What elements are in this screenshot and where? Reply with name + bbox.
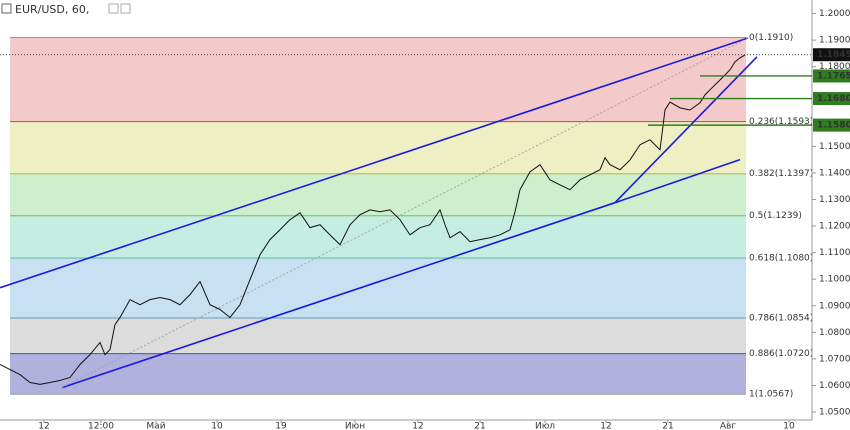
trend-line	[614, 56, 758, 204]
y-tick-label: 1.1400	[819, 168, 850, 178]
x-tick-label: 12	[600, 422, 611, 430]
y-tick-label: 1.1900	[819, 36, 850, 46]
x-tick-label: 21	[474, 422, 485, 430]
fib-band	[10, 37, 746, 122]
x-tick-label: 10	[211, 422, 223, 430]
fib-band	[10, 353, 746, 395]
y-tick-label: 1.1000	[819, 275, 850, 285]
y-tick-label: 1.0800	[819, 328, 850, 338]
x-tick-label: 12:00	[88, 422, 114, 430]
fib-label: 0.382(1.1397)	[749, 169, 813, 179]
fib-label: 1(1.0567)	[749, 390, 793, 400]
fib-band	[10, 121, 746, 174]
price-tag	[813, 92, 850, 106]
fib-band	[10, 257, 746, 318]
y-tick-label: 1.0900	[819, 301, 850, 311]
trend-line	[61, 201, 616, 389]
fib-label: 0(1.1910)	[749, 33, 793, 43]
price-line	[0, 54, 746, 385]
x-tick-label: Июн	[345, 422, 365, 430]
x-tick-label: Май	[146, 422, 165, 430]
x-tick-label: 19	[275, 422, 287, 430]
menu-icon[interactable]	[1, 3, 12, 14]
chart-title: EUR/USD, 60,	[15, 3, 89, 16]
x-tick-label: 10	[783, 422, 795, 430]
y-tick-label: 1.0700	[819, 354, 850, 364]
price-tag-label: 1.1765	[817, 71, 850, 81]
x-tick-label: 12	[38, 422, 49, 430]
settings-icon[interactable]	[108, 3, 119, 14]
y-tick-label: 1.0600	[819, 381, 850, 391]
price-tag	[813, 48, 850, 62]
trend-line	[614, 158, 741, 204]
price-tag-label: 1.1580	[817, 121, 850, 131]
x-tick-label: Июл	[535, 422, 555, 430]
y-tick-label: 1.2000	[819, 9, 850, 19]
price-tag	[813, 69, 850, 83]
price-tag	[813, 118, 850, 132]
fib-label: 0.886(1.0720)	[749, 349, 813, 359]
x-tick-label: Авг	[720, 422, 736, 430]
fib-label: 0.618(1.1080)	[749, 253, 813, 263]
fib-band	[10, 173, 746, 216]
trend-line	[0, 37, 749, 289]
fib-label: 0.5(1.1239)	[749, 211, 802, 221]
y-tick-label: 1.1100	[819, 248, 850, 258]
trend-line	[61, 37, 749, 388]
y-tick-label: 1.1500	[819, 142, 850, 152]
y-tick-label: 1.0500	[819, 408, 850, 418]
y-tick-label: 1.1800	[819, 62, 850, 72]
y-tick-label: 1.1200	[819, 222, 850, 232]
fib-label: 0.786(1.0854)	[749, 313, 813, 323]
close-icon[interactable]	[120, 3, 131, 14]
y-tick-label: 1.1300	[819, 195, 850, 205]
x-tick-label: 12	[412, 422, 423, 430]
price-tag-label: 1.1680	[817, 94, 850, 104]
fib-label: 0.236(1.1593)	[749, 117, 813, 127]
x-tick-label: 21	[662, 422, 673, 430]
fib-band	[10, 215, 746, 258]
fib-band	[10, 317, 746, 354]
price-tag-label: 1.1845	[817, 50, 850, 60]
